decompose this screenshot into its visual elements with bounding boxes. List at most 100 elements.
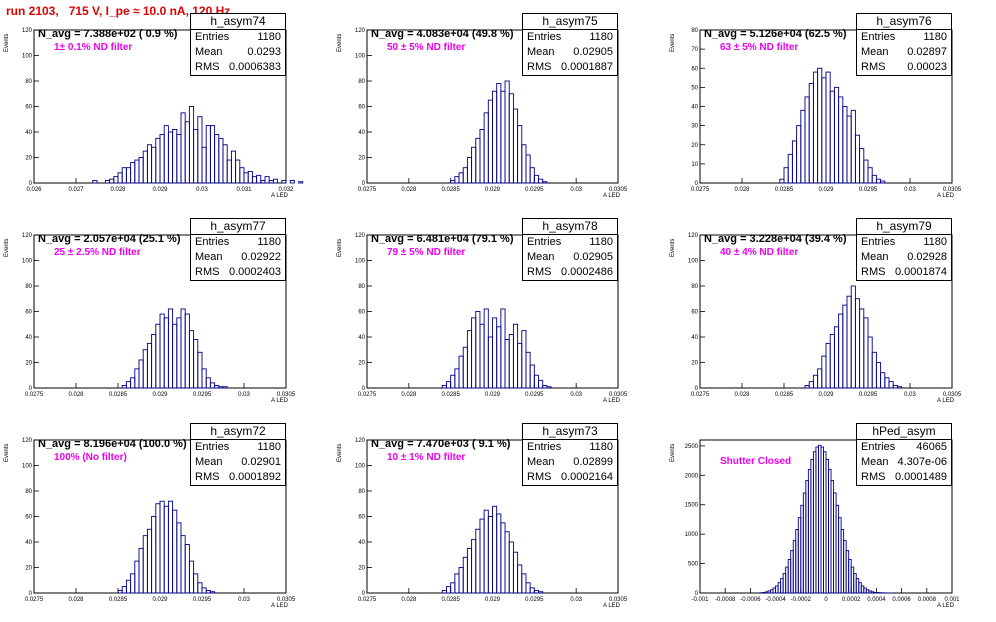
histogram-bin — [859, 148, 865, 184]
histogram-bin — [188, 560, 195, 594]
histogram-bin — [466, 330, 473, 389]
y-tick-label: 120 — [22, 28, 33, 34]
x-axis-label: A LED — [936, 398, 954, 404]
x-axis-label: A LED — [602, 603, 620, 609]
stats-row-rms: RMS 0.0006383 — [191, 60, 285, 75]
histogram-bin — [172, 323, 178, 389]
histogram-bin — [251, 176, 258, 184]
histogram-bin — [487, 99, 493, 184]
histogram-bin — [863, 317, 869, 389]
x-tick-label: -0.0006 — [740, 597, 761, 603]
histogram-bin — [838, 313, 844, 389]
histogram-bin — [142, 349, 148, 389]
histogram-bin — [829, 90, 835, 184]
histogram-bin — [542, 384, 548, 389]
navg-label: N_avg = 3.228e+04 (39.4 %) — [704, 233, 847, 245]
histogram-bin — [134, 159, 140, 184]
histogram-pad: 0.0275 0.028 0.0285 0.029 0.0295 0.03 0.0305 0 2… — [4, 423, 296, 609]
histogram-bins — [441, 308, 552, 389]
x-tick-label: 0.028 — [734, 187, 750, 193]
histogram-bin — [125, 167, 132, 184]
stats-value: 1180 — [257, 31, 281, 43]
histogram-plot: 0.0275 0.028 0.0285 0.029 0.0295 0.03 0.0305 0 2… — [355, 438, 628, 603]
filter-note: Shutter Closed — [720, 456, 792, 467]
histogram-bin — [454, 176, 460, 184]
histogram-bin — [146, 342, 153, 389]
stats-box: h_asym75 Entries 1180 Mean 0.02905 RMS 0.00018… — [522, 13, 618, 76]
stats-value: 0.02905 — [573, 46, 613, 58]
histogram-bin — [475, 311, 481, 389]
y-tick-label: 50 — [691, 85, 698, 91]
stats-label: Entries — [861, 236, 896, 248]
stats-row-entries: Entries 1180 — [191, 235, 285, 250]
filter-note: 10 ± 1% ND filter — [387, 452, 466, 463]
histogram-bin — [117, 172, 123, 184]
stats-row-mean: Mean 0.02901 — [191, 455, 285, 470]
histogram-bin — [151, 333, 157, 389]
x-tick-label: 0.0305 — [609, 597, 628, 603]
histogram-bin — [504, 339, 510, 389]
y-tick-label: 20 — [358, 361, 365, 367]
histogram-bins — [441, 505, 544, 594]
histogram-bin — [496, 83, 502, 184]
histogram-bin — [500, 522, 506, 594]
x-tick-label: 0.0275 — [25, 392, 44, 398]
histogram-name: h_asym75 — [523, 14, 617, 30]
histogram-bin — [483, 308, 489, 389]
histogram-name: h_asym79 — [857, 219, 951, 235]
y-tick-label: 40 — [25, 130, 32, 136]
stats-row-mean: Mean 0.0293 — [191, 45, 285, 60]
histogram-bin — [863, 159, 869, 184]
stats-row-entries: Entries 1180 — [523, 235, 617, 250]
stats-label: RMS — [195, 266, 220, 278]
histogram-bin — [121, 586, 127, 594]
histogram-bin — [462, 346, 468, 389]
histogram-bin — [538, 178, 544, 184]
y-tick-label: 80 — [25, 284, 32, 290]
filter-note: 25 ± 2.5% ND filter — [54, 247, 141, 258]
histogram-bins — [121, 308, 228, 389]
histogram-bin — [222, 144, 228, 184]
x-axis-label: A LED — [270, 193, 288, 199]
histogram-bin — [533, 174, 539, 184]
histogram-bin — [504, 80, 510, 184]
stats-box: h_asym79 Entries 1180 Mean 0.02928 RMS 0.00018… — [856, 218, 952, 281]
x-tick-label: 0.029 — [818, 187, 834, 193]
x-tick-label: 0.028 — [68, 597, 84, 603]
stats-row-entries: Entries 1180 — [191, 30, 285, 45]
y-tick-label: 60 — [25, 105, 32, 111]
stats-row-rms: RMS 0.00023 — [857, 60, 951, 75]
stats-box: h_asym78 Entries 1180 Mean 0.02905 RMS 0.00024… — [522, 218, 618, 281]
histogram-bin — [500, 308, 506, 389]
histogram-bin — [450, 374, 456, 389]
stats-value: 0.02897 — [907, 46, 947, 58]
stats-row-entries: Entries 46065 — [857, 440, 951, 455]
histogram-bin — [205, 125, 211, 184]
stats-label: RMS — [527, 266, 552, 278]
histogram-bin — [854, 298, 861, 389]
histogram-bin — [538, 591, 544, 594]
histogram-bin — [842, 304, 848, 389]
stats-row-rms: RMS 0.0001874 — [857, 265, 951, 280]
x-tick-label: 0.0295 — [525, 392, 544, 398]
histogram-bin — [256, 174, 262, 184]
stats-row-rms: RMS 0.0002164 — [523, 470, 617, 485]
histogram-bin — [197, 116, 203, 184]
y-tick-label: 80 — [358, 284, 365, 290]
stats-row-mean: Mean 0.02905 — [523, 250, 617, 265]
stats-box: h_asym74 Entries 1180 Mean 0.0293 RMS 0.000638… — [190, 13, 286, 76]
histogram-bin — [508, 93, 514, 184]
y-tick-label: 100 — [355, 54, 366, 60]
histogram-bin — [235, 159, 241, 184]
histogram-bin — [867, 167, 873, 184]
histogram-bin — [525, 582, 531, 594]
x-tick-label: 0.0305 — [943, 392, 962, 398]
y-tick-label: 40 — [358, 335, 365, 341]
histogram-bin — [167, 500, 174, 594]
y-tick-label: 100 — [355, 464, 366, 470]
histogram-bin — [113, 176, 119, 184]
histogram-pad: 0.0275 0.028 0.0285 0.029 0.0295 0.03 0.0305 0 2… — [337, 13, 628, 199]
y-tick-label: 500 — [688, 562, 699, 568]
x-tick-label: 0.0008 — [918, 597, 937, 603]
stats-value: 0.02922 — [241, 251, 281, 263]
